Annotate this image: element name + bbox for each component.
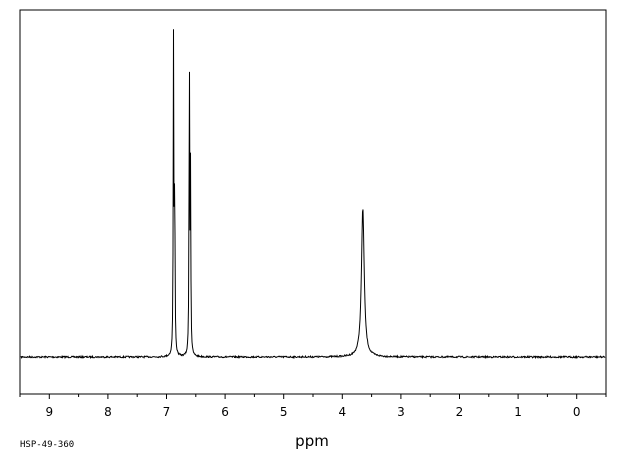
x-tick-label: 7 (163, 405, 171, 419)
x-tick-label: 9 (45, 405, 53, 419)
x-tick-label: 4 (338, 405, 346, 419)
x-tick-label: 5 (280, 405, 288, 419)
x-axis: 9 8 7 6 5 4 3 2 1 0 (19, 394, 607, 419)
spectrum-code: HSP-49-360 (20, 440, 74, 450)
x-tick-label: 3 (397, 405, 405, 419)
spectrum-trace (20, 29, 606, 360)
x-tick-label: 8 (104, 405, 112, 419)
x-tick-label: 2 (456, 405, 464, 419)
x-tick-label: 1 (514, 405, 522, 419)
plot-frame (19, 9, 607, 395)
x-axis-label: ppm (295, 432, 329, 450)
x-tick-label: 6 (221, 405, 229, 419)
x-tick-label: 0 (573, 405, 581, 419)
